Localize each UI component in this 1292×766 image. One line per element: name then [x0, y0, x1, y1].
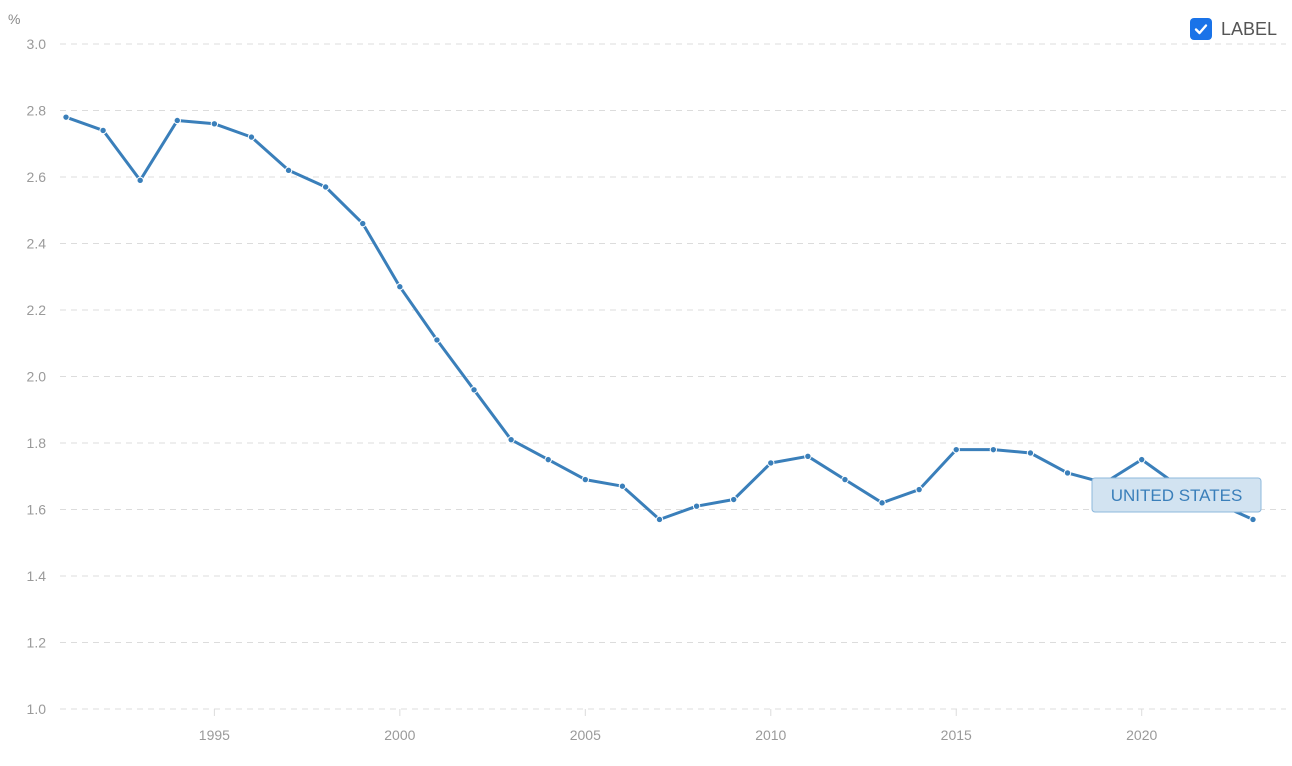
y-tick-label: 1.6: [27, 502, 47, 518]
data-point[interactable]: [804, 452, 812, 460]
y-tick-label: 1.4: [27, 568, 47, 584]
checkmark-icon: [1194, 24, 1208, 35]
series-line: [64, 115, 1255, 521]
data-point[interactable]: [581, 475, 590, 484]
x-tick-label: 2000: [384, 727, 415, 743]
data-point[interactable]: [396, 283, 404, 291]
data-point[interactable]: [210, 120, 219, 128]
data-point[interactable]: [655, 515, 664, 524]
data-point[interactable]: [1249, 515, 1257, 524]
x-tick-label: 1995: [199, 727, 230, 743]
x-axis-ticks: 1995 2000 2005 2010 2015 2020: [199, 709, 1157, 743]
data-point[interactable]: [507, 435, 515, 444]
data-point[interactable]: [284, 166, 293, 175]
y-axis-ticks: 1.0 1.2 1.4 1.6 1.8 2.0 2.2 2.4 2.6 2.8 3.0: [27, 36, 47, 717]
data-point[interactable]: [433, 336, 441, 344]
x-tick-label: 2005: [570, 727, 601, 743]
y-tick-label: 1.8: [27, 435, 47, 451]
data-point[interactable]: [767, 459, 775, 467]
series-layer: [62, 113, 1257, 524]
data-point[interactable]: [878, 499, 886, 507]
series-label-text: UNITED STATES: [1111, 486, 1243, 505]
label-toggle-text: LABEL: [1220, 18, 1277, 39]
data-point[interactable]: [62, 113, 70, 121]
series-label[interactable]: UNITED STATES: [1091, 477, 1262, 513]
grid-lines: [60, 43, 1286, 710]
x-tick-label: 2020: [1126, 727, 1157, 743]
y-tick-label: 3.0: [27, 36, 47, 52]
y-axis-unit-label: %: [8, 11, 20, 27]
data-point[interactable]: [989, 445, 998, 454]
data-point[interactable]: [729, 495, 738, 504]
label-checkbox[interactable]: [1189, 18, 1212, 40]
y-tick-label: 2.0: [27, 369, 47, 385]
data-point[interactable]: [544, 455, 552, 464]
label-toggle[interactable]: LABEL: [1189, 18, 1277, 40]
data-point[interactable]: [321, 183, 330, 191]
data-point[interactable]: [1138, 455, 1146, 464]
data-point[interactable]: [359, 219, 367, 228]
data-point[interactable]: [99, 126, 107, 135]
data-point[interactable]: [952, 445, 960, 454]
y-tick-label: 2.6: [27, 169, 47, 185]
data-point[interactable]: [841, 475, 849, 484]
y-tick-label: 1.2: [27, 635, 47, 651]
y-tick-label: 2.2: [27, 302, 47, 318]
data-point[interactable]: [470, 386, 478, 394]
y-tick-label: 2.8: [27, 103, 47, 119]
y-tick-label: 1.0: [27, 701, 47, 717]
data-point[interactable]: [618, 482, 627, 490]
data-point[interactable]: [915, 485, 923, 494]
series-label-box: [1091, 477, 1262, 513]
data-point[interactable]: [1063, 469, 1072, 477]
data-point[interactable]: [1026, 449, 1035, 457]
x-tick-label: 2015: [941, 727, 972, 743]
data-point[interactable]: [173, 116, 181, 125]
data-point[interactable]: [136, 176, 144, 185]
data-point[interactable]: [247, 133, 256, 141]
data-point[interactable]: [692, 502, 701, 510]
y-tick-label: 2.4: [27, 236, 47, 252]
x-tick-label: 2010: [755, 727, 786, 743]
